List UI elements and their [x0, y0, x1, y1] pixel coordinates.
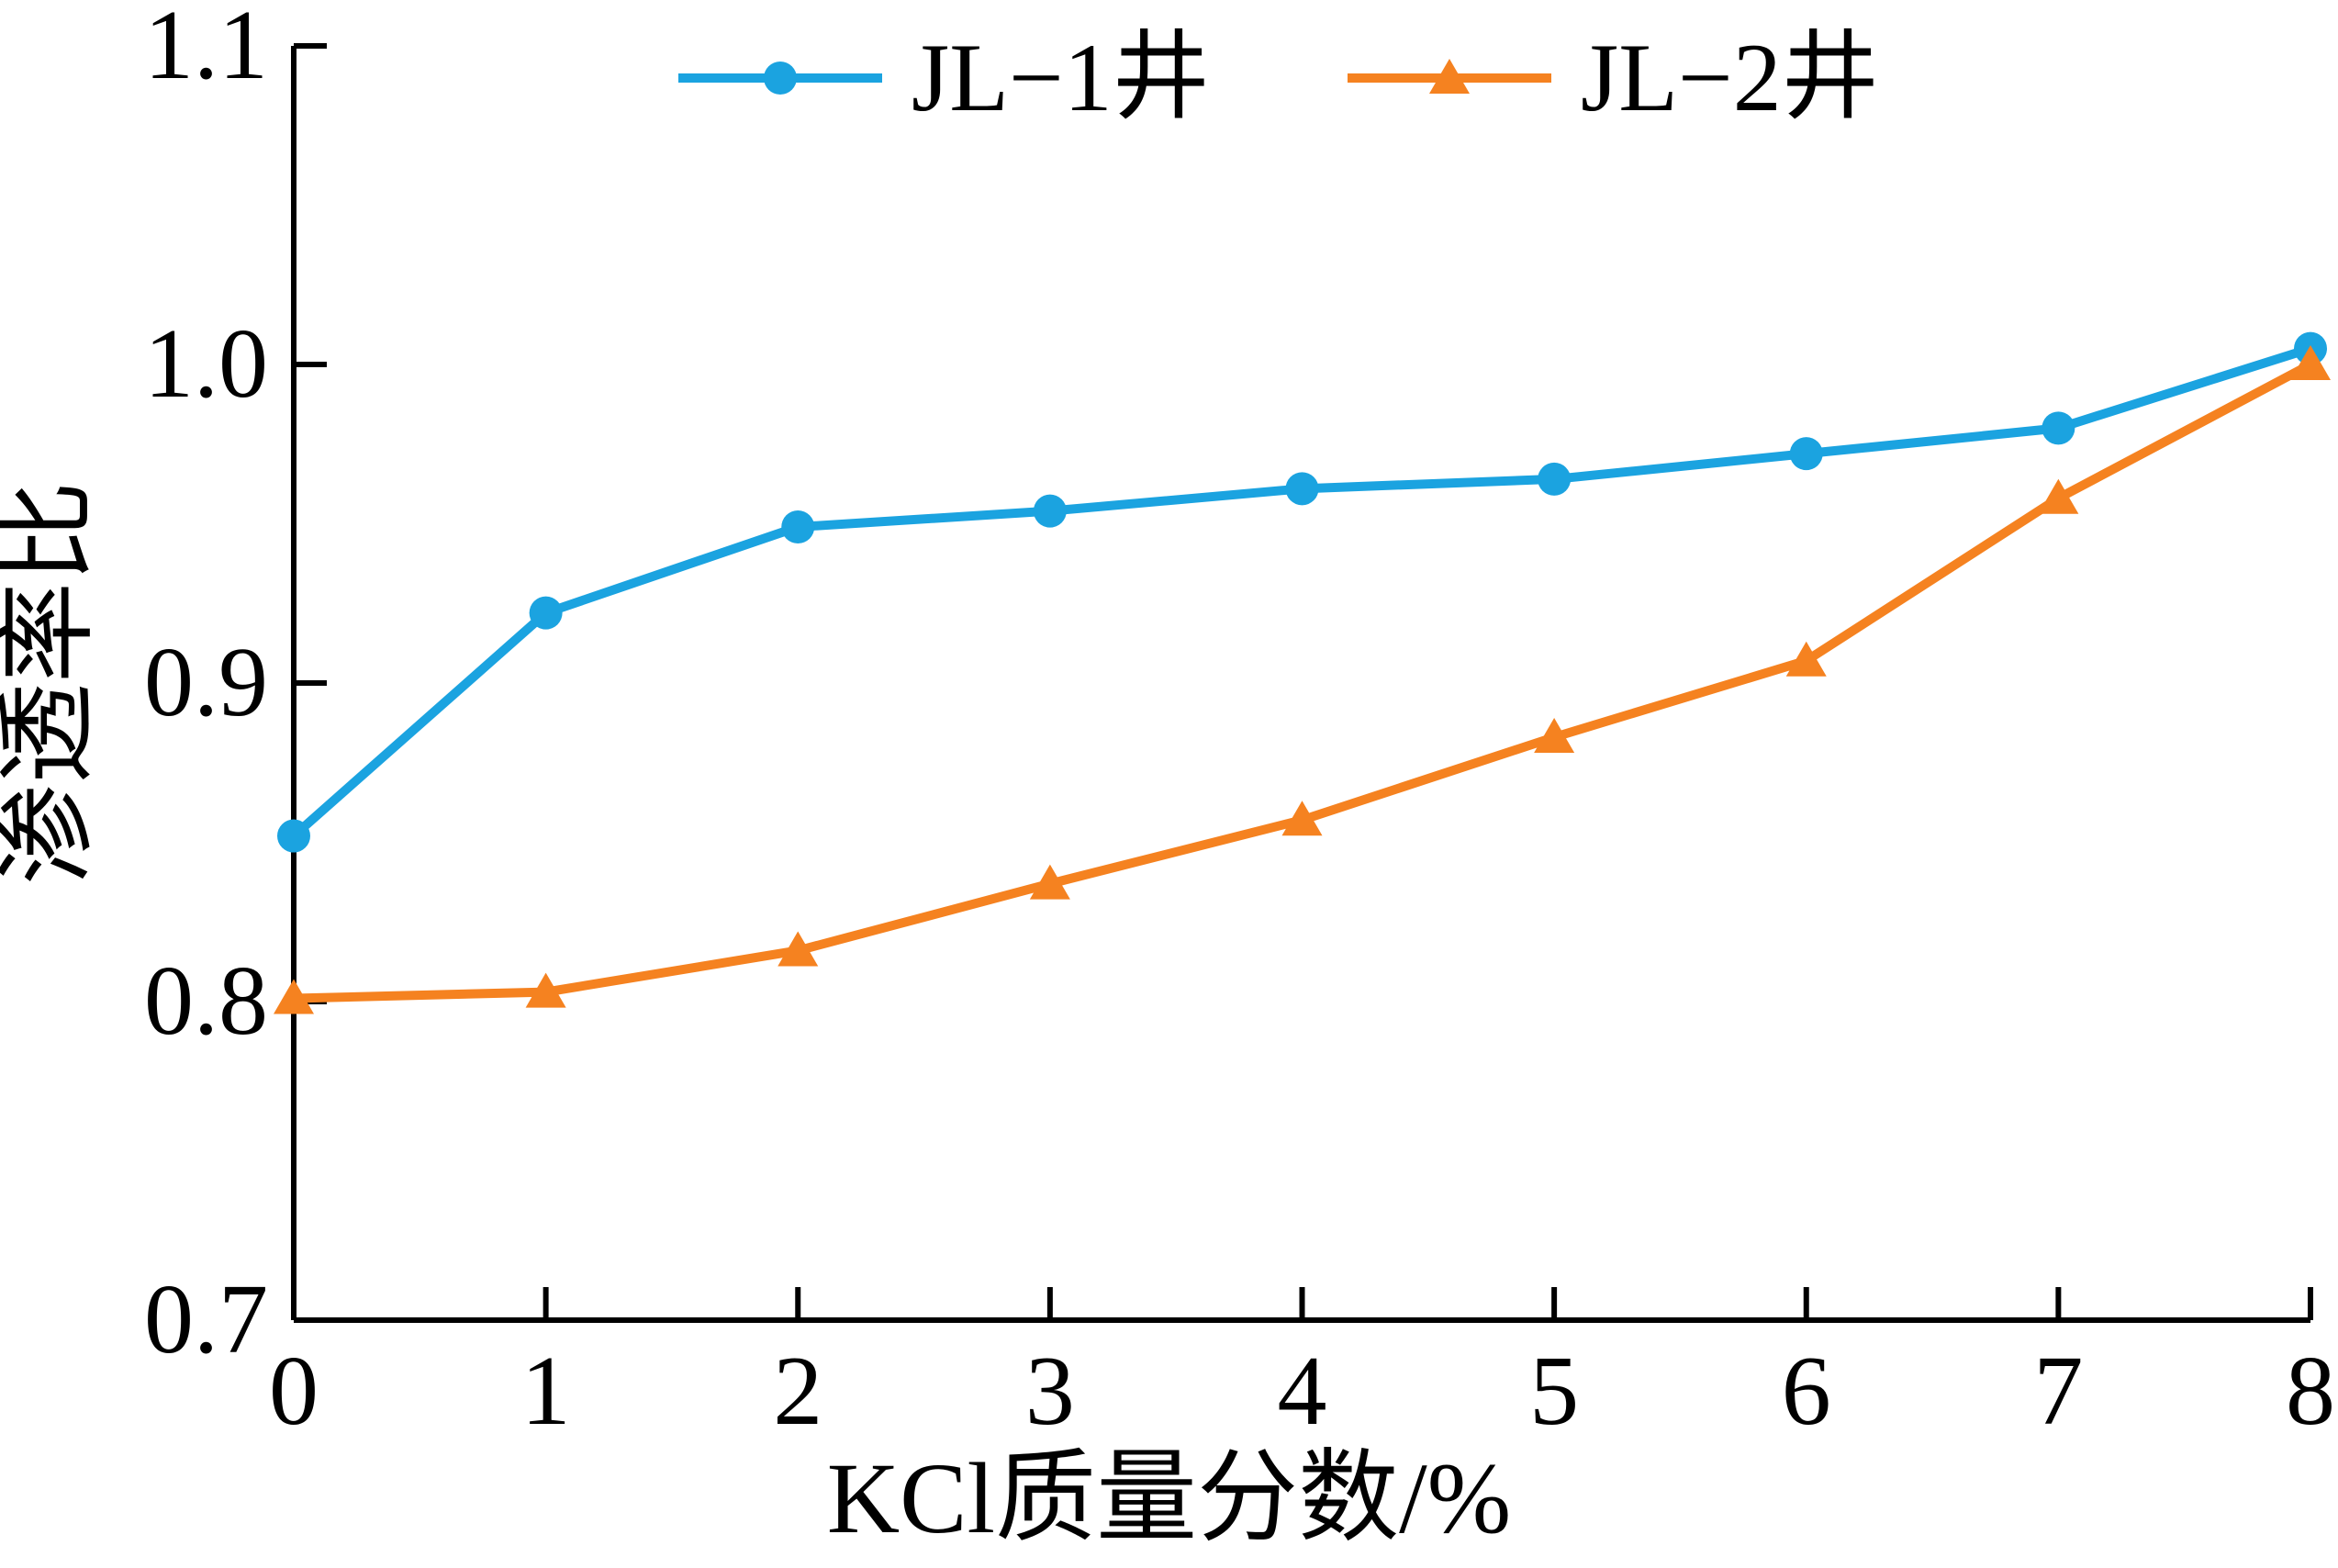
series-1-line: [290, 343, 2312, 840]
x-tick-label: 8: [2286, 1337, 2335, 1446]
legend-line-circle-swatch: [678, 62, 882, 95]
legend: JL−1井 JL−2井: [0, 0, 2338, 147]
x-tick-label: 5: [1529, 1337, 1580, 1446]
series-1-point-circle: [529, 596, 563, 630]
series-1-point-circle: [781, 510, 815, 543]
y-tick-label: 1.1: [144, 0, 268, 100]
y-tick-label: 0.8: [144, 946, 268, 1056]
series-2-point-triangle: [1281, 801, 1323, 836]
legend-item-jl-1: JL−1井: [675, 14, 1210, 142]
series-2-point-triangle: [1534, 717, 1575, 753]
series-2-point-triangle: [1029, 864, 1070, 900]
legend-point-triangle: [1429, 59, 1470, 94]
y-tick-label: 1.0: [144, 309, 268, 419]
x-tick-label: 0: [269, 1337, 319, 1446]
x-tick-label: 7: [2033, 1337, 2084, 1446]
series-1-point-circle: [277, 819, 310, 853]
legend-line-triangle-swatch: [1348, 59, 1551, 94]
x-axis-title: KCl质量分数/%: [826, 1442, 1512, 1554]
series-2-point-triangle: [2038, 478, 2079, 514]
series-1-point-circle: [2042, 411, 2075, 445]
legend-point-circle: [764, 62, 797, 95]
x-tick-label: 1: [520, 1337, 571, 1446]
series-2-point-triangle: [777, 931, 819, 967]
series-1-point-circle: [1285, 472, 1319, 506]
x-tick-label: 6: [1781, 1337, 1831, 1446]
y-tick-label: 0.9: [144, 628, 268, 737]
x-tick-label: 3: [1024, 1337, 1075, 1446]
x-tick-label: 2: [773, 1337, 823, 1446]
series-2-line: [293, 360, 2313, 1003]
series-1-point-circle: [1789, 437, 1823, 471]
x-tick-label: 4: [1277, 1337, 1327, 1446]
series-1-point-circle: [1538, 462, 1572, 496]
legend-label-jl-2: JL−2井: [1581, 24, 1879, 131]
legend-label-jl-1: JL−1井: [912, 24, 1210, 131]
series-2-point-triangle: [274, 979, 314, 1014]
y-tick-label: 0.7: [144, 1265, 268, 1374]
series-2-point-triangle: [1785, 641, 1827, 677]
series-1-point-circle: [1033, 494, 1067, 528]
series-2-point-triangle: [2290, 345, 2331, 380]
series-2-point-triangle: [525, 972, 566, 1008]
legend-item-jl-2: JL−2井: [1344, 14, 1879, 142]
